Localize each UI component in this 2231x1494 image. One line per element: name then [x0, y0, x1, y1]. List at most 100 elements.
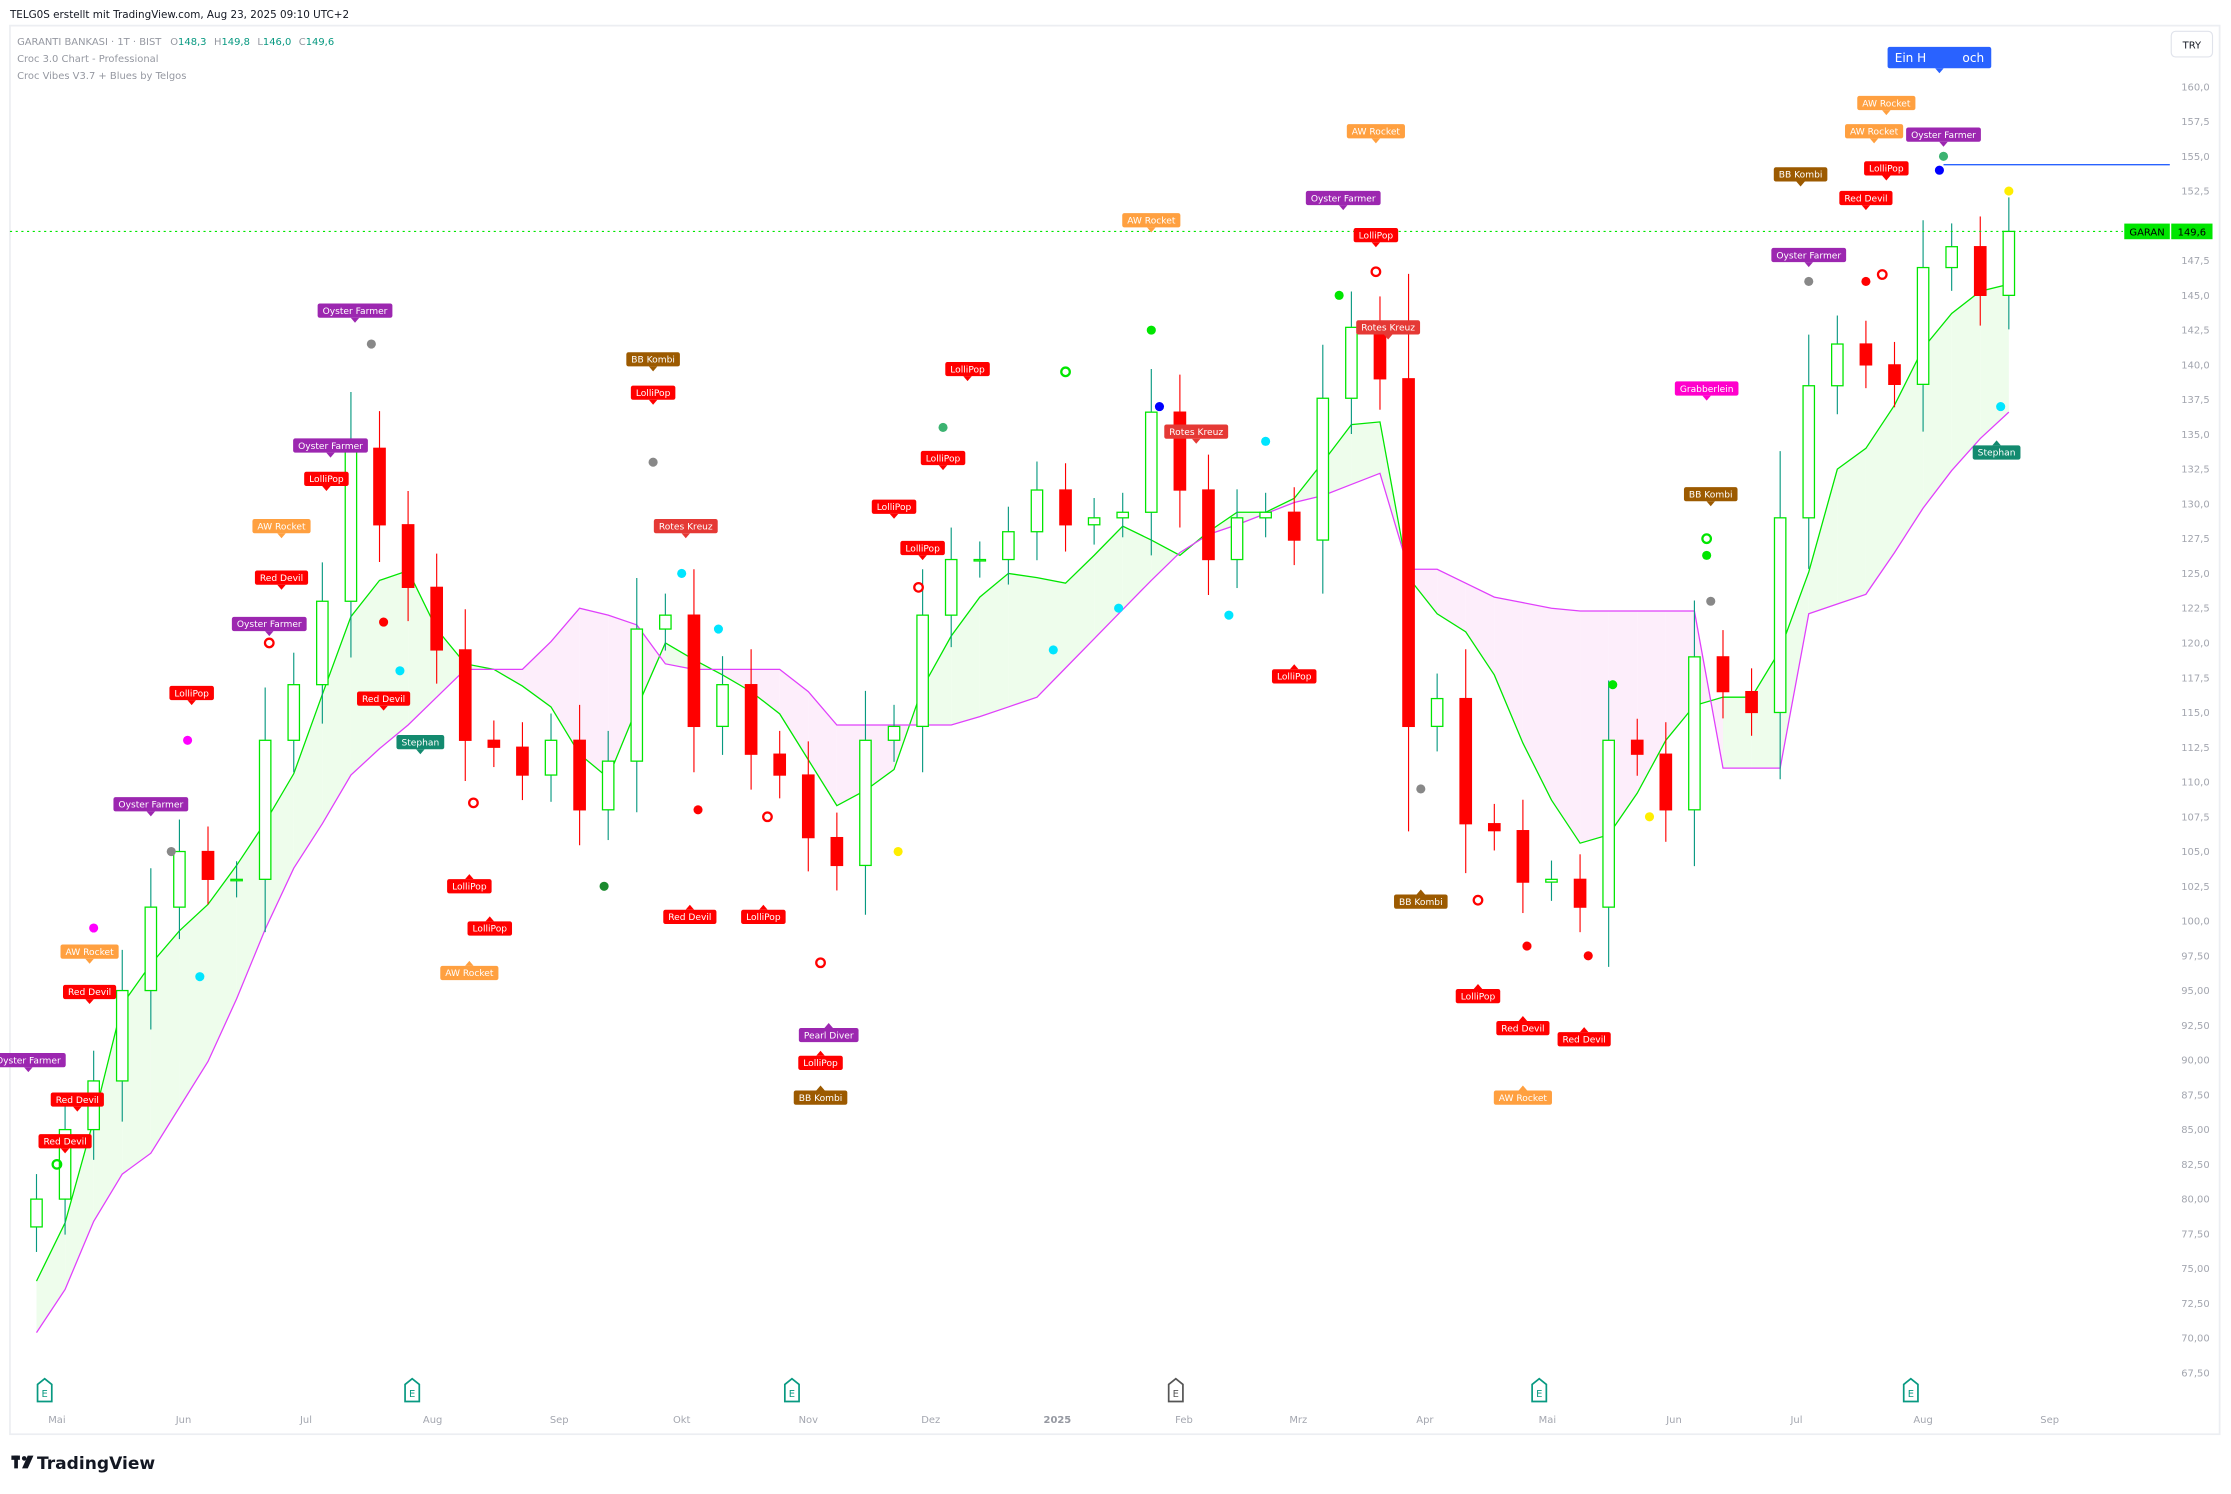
- candle[interactable]: [687, 569, 701, 773]
- tradingview-logo[interactable]: TradingView: [11, 1454, 155, 1474]
- signal-label-oyster[interactable]: Oyster Farmer: [317, 303, 393, 323]
- signal-label-stephan[interactable]: Stephan: [1972, 440, 2021, 460]
- candle[interactable]: [316, 562, 329, 724]
- signal-label-red[interactable]: Red Devil: [38, 1134, 92, 1154]
- candle[interactable]: [659, 593, 672, 651]
- signal-label-oyster[interactable]: Oyster Farmer: [0, 1052, 66, 1073]
- candle[interactable]: [973, 541, 987, 578]
- candle[interactable]: [1802, 334, 1816, 569]
- candle[interactable]: [1630, 718, 1644, 776]
- candle[interactable]: [287, 652, 301, 773]
- candle[interactable]: [630, 577, 644, 813]
- signal-label-red[interactable]: LolliPop: [467, 916, 513, 936]
- signal-label-red[interactable]: LolliPop: [900, 540, 945, 561]
- candle[interactable]: [230, 861, 243, 898]
- signal-label-oyster[interactable]: Oyster Farmer: [1305, 190, 1381, 211]
- signal-label-red[interactable]: LolliPop: [447, 874, 492, 894]
- signal-label-rocket[interactable]: AW Rocket: [440, 960, 499, 981]
- signal-label-oyster[interactable]: Pearl Diver: [798, 1022, 859, 1043]
- candle[interactable]: [1830, 315, 1844, 415]
- candle[interactable]: [716, 656, 729, 755]
- candle[interactable]: [1773, 451, 1787, 780]
- candle[interactable]: [1745, 668, 1758, 736]
- signal-label-rocket[interactable]: AW Rocket: [60, 944, 119, 964]
- candle[interactable]: [1259, 492, 1272, 538]
- candle[interactable]: [859, 690, 872, 915]
- candle[interactable]: [1087, 498, 1101, 545]
- earnings-icon[interactable]: E: [1902, 1377, 1919, 1403]
- candle[interactable]: [916, 569, 929, 773]
- signal-label-rocket[interactable]: AW Rocket: [1857, 95, 1916, 116]
- signal-label-red[interactable]: Red Devil: [663, 904, 717, 924]
- candle[interactable]: [744, 649, 758, 790]
- signal-label-rocket[interactable]: AW Rocket: [1493, 1085, 1552, 1105]
- signal-label-red[interactable]: Red Devil: [63, 984, 117, 1005]
- signal-label-cross[interactable]: Rotes Kreuz: [653, 519, 718, 539]
- signal-label-red[interactable]: LolliPop: [169, 685, 214, 706]
- candle[interactable]: [830, 812, 844, 891]
- indicator-croc-vibes[interactable]: Croc Vibes V3.7 + Blues by Telgos: [17, 71, 186, 82]
- signal-label-red[interactable]: Red Devil: [254, 570, 309, 590]
- signal-label-red[interactable]: LolliPop: [871, 499, 917, 519]
- candle[interactable]: [944, 527, 958, 648]
- signal-label-cross[interactable]: Rotes Kreuz: [1356, 320, 1421, 340]
- earnings-icon[interactable]: E: [36, 1377, 53, 1403]
- candle[interactable]: [1173, 374, 1187, 528]
- candle[interactable]: [430, 553, 444, 684]
- signal-label-bb[interactable]: BB Kombi: [1773, 167, 1828, 187]
- signal-label-red[interactable]: Red Devil: [1496, 1016, 1550, 1036]
- price-axis[interactable]: 160,0 157,5 155,0 152,5 147,5 145,0 142,5 140,0…: [2181, 82, 2209, 1379]
- signal-label-rocket[interactable]: AW Rocket: [1346, 124, 1405, 144]
- candle[interactable]: [1716, 630, 1730, 719]
- candle[interactable]: [1916, 220, 1930, 432]
- time-axis[interactable]: Mai Jun Jul Aug Sep Okt Nov Dez 2025 Feb Mrz Apr Mai…: [48, 1415, 2059, 1426]
- signal-label-oyster[interactable]: Oyster Farmer: [1771, 247, 1847, 268]
- signal-label-red[interactable]: LolliPop: [1353, 228, 1399, 248]
- signal-label-grab[interactable]: Grabberlein: [1674, 381, 1739, 401]
- candle[interactable]: [1030, 461, 1044, 561]
- candle[interactable]: [887, 704, 901, 762]
- signal-label-red[interactable]: LolliPop: [920, 450, 966, 471]
- candle[interactable]: [258, 687, 272, 933]
- signal-label-red[interactable]: LolliPop: [798, 1050, 843, 1070]
- candle[interactable]: [115, 949, 129, 1122]
- signal-label-bb[interactable]: BB Kombi: [1683, 487, 1738, 507]
- candle[interactable]: [401, 491, 415, 622]
- earnings-icon[interactable]: E: [1167, 1377, 1184, 1403]
- candle[interactable]: [1316, 344, 1330, 594]
- candle[interactable]: [544, 713, 558, 802]
- signal-label-rocket[interactable]: AW Rocket: [1845, 124, 1904, 144]
- signal-label-blue[interactable]: Ein H och: [1887, 46, 1992, 74]
- candle[interactable]: [1059, 463, 1072, 552]
- signal-label-red[interactable]: LolliPop: [630, 385, 676, 405]
- signal-label-red[interactable]: LolliPop: [1864, 161, 1909, 181]
- candle[interactable]: [601, 730, 615, 841]
- candle[interactable]: [773, 730, 787, 799]
- candle[interactable]: [1230, 489, 1244, 589]
- candle[interactable]: [1402, 273, 1415, 832]
- candle[interactable]: [1602, 680, 1615, 967]
- candle[interactable]: [1116, 492, 1130, 538]
- candle[interactable]: [458, 609, 472, 781]
- signal-label-oyster[interactable]: Oyster Farmer: [113, 797, 189, 817]
- candle[interactable]: [573, 704, 586, 846]
- currency-button[interactable]: TRY: [2170, 30, 2214, 58]
- earnings-icon[interactable]: E: [783, 1377, 800, 1403]
- signal-label-cross[interactable]: Rotes Kreuz: [1164, 424, 1229, 444]
- candle[interactable]: [58, 1094, 72, 1235]
- candle[interactable]: [173, 819, 186, 940]
- signal-label-stephan[interactable]: Stephan: [396, 735, 445, 755]
- signal-label-oyster[interactable]: Oyster Farmer: [293, 438, 368, 458]
- signal-label-red[interactable]: LolliPop: [1455, 984, 1501, 1004]
- candle[interactable]: [801, 741, 815, 872]
- candle[interactable]: [1545, 860, 1558, 901]
- signal-label-red[interactable]: LolliPop: [741, 904, 786, 924]
- candle[interactable]: [1287, 487, 1301, 566]
- signal-label-red[interactable]: Red Devil: [1839, 190, 1893, 211]
- candle[interactable]: [1573, 854, 1587, 933]
- candle[interactable]: [1659, 722, 1673, 842]
- candle[interactable]: [1144, 369, 1158, 556]
- candle[interactable]: [1430, 673, 1444, 752]
- signal-label-red[interactable]: LolliPop: [945, 361, 990, 382]
